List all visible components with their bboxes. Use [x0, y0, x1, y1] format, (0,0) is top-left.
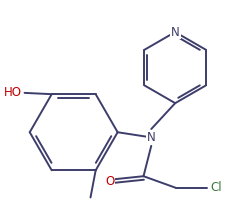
Text: N: N	[147, 131, 156, 144]
Text: HO: HO	[4, 86, 22, 99]
Text: O: O	[105, 175, 114, 188]
Text: Cl: Cl	[210, 181, 222, 194]
Text: N: N	[171, 25, 180, 38]
